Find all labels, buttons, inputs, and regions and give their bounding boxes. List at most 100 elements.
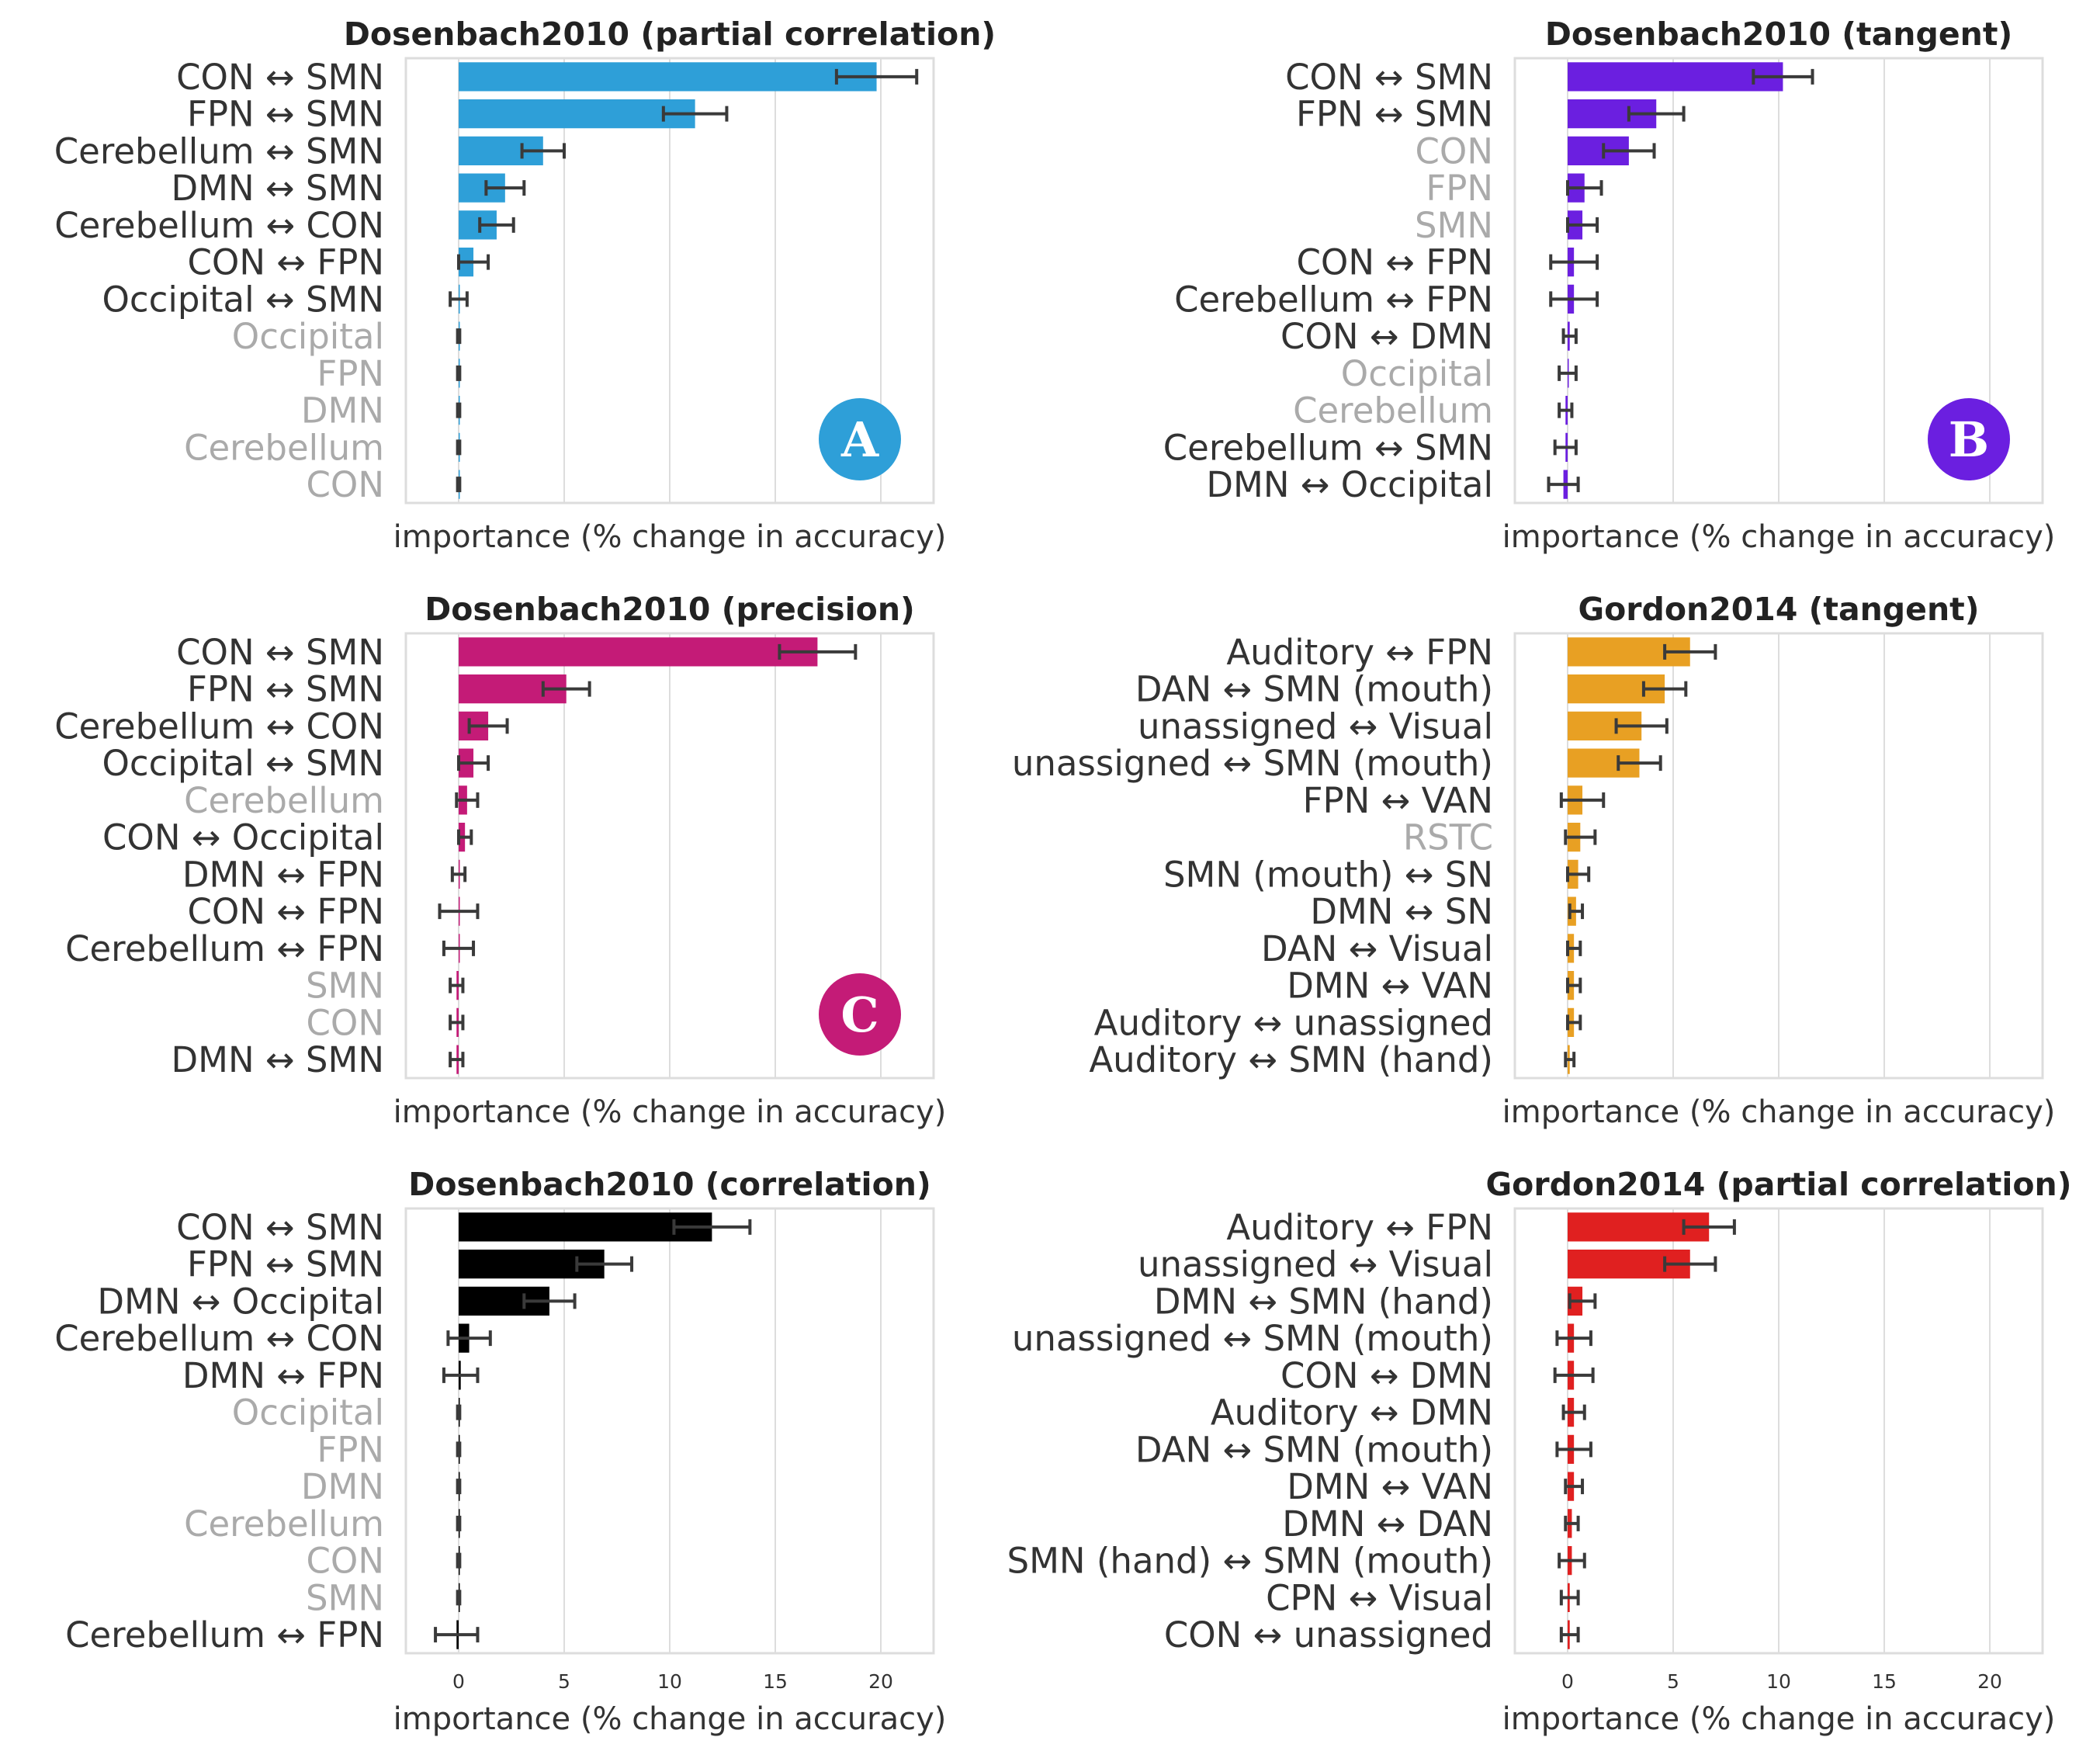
category-label: FPN — [1426, 168, 1493, 209]
category-label: DMN ↔ SMN — [171, 1039, 384, 1080]
category-label: Cerebellum ↔ CON — [54, 706, 384, 747]
category-label: unassigned ↔ Visual — [1138, 706, 1493, 747]
category-label: CON ↔ Occipital — [102, 817, 384, 858]
chart-title: Gordon2014 (partial correlation) — [1486, 1166, 2072, 1203]
category-label: Cerebellum ↔ SMN — [1163, 427, 1493, 468]
category-label: Occipital — [232, 1392, 384, 1434]
x-tick-label: 10 — [657, 1670, 682, 1693]
category-label: Cerebellum — [184, 780, 384, 821]
category-label: CON ↔ FPN — [1297, 242, 1494, 283]
category-label: SMN — [306, 1577, 384, 1618]
chart-panel-top-left: Dosenbach2010 (partial correlation) CON ↔… — [54, 16, 996, 555]
category-label: CON ↔ FPN — [188, 242, 385, 283]
category-label: CON — [306, 1002, 384, 1043]
category-label: unassigned ↔ SMN (mouth) — [1012, 743, 1493, 784]
category-label: SMN (hand) ↔ SMN (mouth) — [1007, 1541, 1493, 1582]
x-tick-label: 0 — [452, 1670, 465, 1693]
x-axis-label: importance (% change in accuracy) — [393, 519, 947, 555]
category-label: FPN ↔ SMN — [187, 669, 384, 710]
category-label: FPN — [317, 353, 384, 394]
category-label: DMN ↔ SMN — [171, 168, 384, 209]
bar — [1568, 62, 1783, 92]
category-label: Occipital — [232, 316, 384, 357]
category-label: DMN ↔ SN — [1310, 891, 1493, 932]
plot-frame — [1513, 632, 2044, 1080]
category-label: Occipital ↔ SMN — [102, 279, 384, 320]
category-label: Cerebellum — [184, 427, 384, 468]
category-label: DAN ↔ Visual — [1261, 928, 1493, 969]
x-axis-label: importance (% change in accuracy) — [393, 1701, 947, 1737]
x-tick-label: 15 — [1872, 1670, 1897, 1693]
category-label: Auditory ↔ FPN — [1226, 1207, 1493, 1248]
panel-badge — [819, 398, 901, 480]
category-label: CON ↔ DMN — [1280, 1355, 1493, 1396]
category-label: Occipital ↔ SMN — [102, 743, 384, 784]
category-label: DMN ↔ DAN — [1282, 1503, 1493, 1545]
category-label: FPN ↔ SMN — [187, 1244, 384, 1285]
chart-panel-bottom-right: Gordon2014 (partial correlation) Auditory… — [1007, 1166, 2072, 1737]
bar — [459, 99, 695, 129]
category-label: CON ↔ FPN — [188, 891, 385, 932]
category-label: DMN ↔ Occipital — [1206, 464, 1493, 505]
x-axis-label: importance (% change in accuracy) — [393, 1094, 947, 1130]
category-label: Cerebellum ↔ FPN — [65, 928, 384, 969]
category-label: Auditory ↔ unassigned — [1094, 1002, 1493, 1043]
chart-title: Dosenbach2010 (tangent) — [1545, 16, 2012, 53]
category-label: Auditory ↔ DMN — [1211, 1392, 1493, 1434]
category-label: Auditory ↔ SMN (hand) — [1089, 1039, 1493, 1080]
x-tick-label: 10 — [1766, 1670, 1791, 1693]
category-label: DMN ↔ SMN (hand) — [1154, 1281, 1493, 1322]
bar — [459, 62, 877, 92]
panel-badge-label: C — [840, 986, 878, 1043]
plot-frame — [1513, 57, 2044, 504]
category-label: Cerebellum ↔ SMN — [54, 130, 384, 172]
x-tick-label: 0 — [1561, 1670, 1574, 1693]
chart-title: Gordon2014 (tangent) — [1578, 591, 1979, 628]
category-label: DMN — [301, 1466, 384, 1507]
category-label: Cerebellum ↔ FPN — [65, 1614, 384, 1656]
x-axis-label: importance (% change in accuracy) — [1502, 1701, 2056, 1737]
category-label: unassigned ↔ SMN (mouth) — [1012, 1318, 1493, 1359]
category-label: Cerebellum — [1293, 390, 1493, 432]
plot-frame — [404, 632, 935, 1080]
x-tick-label: 20 — [1977, 1670, 2002, 1693]
category-label: RSTC — [1403, 817, 1493, 858]
category-label: DMN ↔ FPN — [182, 1355, 384, 1396]
chart-title: Dosenbach2010 (precision) — [425, 591, 915, 628]
chart-title: Dosenbach2010 (correlation) — [408, 1166, 930, 1203]
plot-frame — [1513, 1207, 2044, 1655]
category-label: SMN — [1415, 205, 1493, 246]
category-label: FPN ↔ SMN — [1296, 94, 1493, 135]
category-label: SMN — [306, 966, 384, 1007]
category-label: Occipital — [1341, 353, 1493, 394]
category-label: Cerebellum ↔ CON — [54, 205, 384, 246]
bar — [459, 1212, 712, 1242]
category-label: CPN ↔ Visual — [1266, 1577, 1493, 1618]
category-label: FPN ↔ SMN — [187, 94, 384, 135]
category-label: DMN ↔ VAN — [1287, 966, 1493, 1007]
panel-badge — [819, 973, 901, 1056]
category-label: CON — [1415, 130, 1493, 172]
x-tick-label: 15 — [763, 1670, 788, 1693]
category-label: CON ↔ SMN — [1285, 57, 1493, 98]
category-label: DMN — [301, 390, 384, 432]
plot-frame — [404, 1207, 935, 1655]
category-label: SMN (mouth) ↔ SN — [1163, 854, 1493, 895]
panel-badge-label: B — [1949, 411, 1989, 468]
chart-title: Dosenbach2010 (partial correlation) — [344, 16, 996, 53]
category-label: Cerebellum ↔ CON — [54, 1318, 384, 1359]
x-axis-label: importance (% change in accuracy) — [1502, 519, 2056, 555]
category-label: CON — [306, 1541, 384, 1582]
category-label: Cerebellum ↔ FPN — [1174, 279, 1493, 320]
x-tick-label: 5 — [1667, 1670, 1679, 1693]
category-label: FPN ↔ VAN — [1303, 780, 1493, 821]
category-label: Cerebellum — [184, 1503, 384, 1545]
category-label: DAN ↔ SMN (mouth) — [1135, 669, 1493, 710]
category-label: CON ↔ SMN — [176, 632, 384, 673]
chart-panel-bottom-left: Dosenbach2010 (correlation) CON ↔ SMNFPN … — [54, 1166, 946, 1737]
x-tick-label: 20 — [868, 1670, 893, 1693]
